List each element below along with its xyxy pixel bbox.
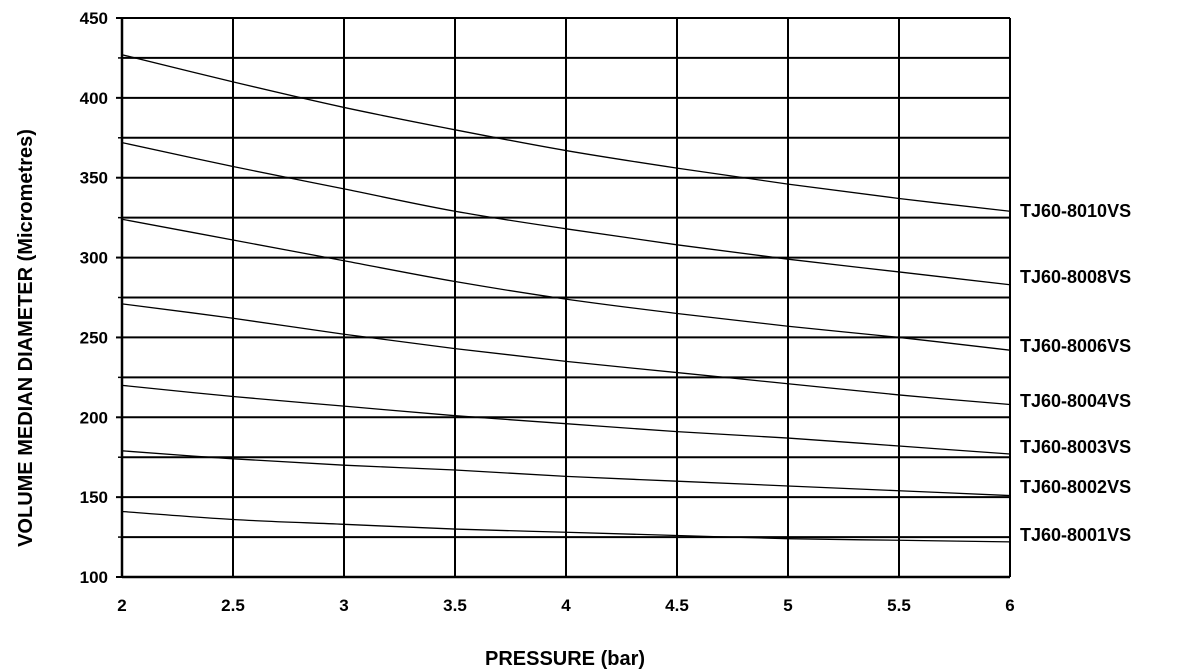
series-label: TJ60-8004VS [1020, 391, 1131, 411]
y-tick-label: 400 [80, 89, 108, 108]
series-label: TJ60-8006VS [1020, 336, 1131, 356]
series-line [121, 141, 1011, 286]
axes [116, 17, 1010, 579]
y-tick-label: 300 [80, 249, 108, 268]
x-tick-label: 6 [1005, 596, 1014, 615]
x-tick-label: 5 [783, 596, 792, 615]
series-label: TJ60-8001VS [1020, 525, 1131, 545]
x-axis-title: PRESSURE (bar) [485, 648, 645, 670]
y-tick-label: 100 [80, 568, 108, 587]
series-label: TJ60-8008VS [1020, 267, 1131, 287]
series-line [121, 303, 1011, 406]
x-tick-label: 3.5 [443, 596, 467, 615]
y-tick-label: 250 [80, 328, 108, 347]
grid [122, 17, 1011, 577]
series-line [121, 218, 1011, 351]
x-tick-label: 4 [561, 596, 571, 615]
series-label: TJ60-8010VS [1020, 201, 1131, 221]
x-tick-label: 5.5 [887, 596, 911, 615]
series-line [121, 54, 1011, 212]
y-axis-title: VOLUME MEDIAN DIAMETER (Micrometres) [15, 129, 37, 547]
x-tick-label: 4.5 [665, 596, 689, 615]
y-tick-label: 450 [80, 9, 108, 28]
y-tick-label: 350 [80, 169, 108, 188]
series-label: TJ60-8003VS [1020, 437, 1131, 457]
x-tick-label: 3 [339, 596, 348, 615]
x-tick-label: 2.5 [221, 596, 245, 615]
series-labels: TJ60-8010VS TJ60-8008VS TJ60-8006VS TJ60-80… [1020, 201, 1131, 545]
x-tick-label: 2 [117, 596, 126, 615]
y-tick-label: 200 [80, 408, 108, 427]
series-lines [121, 54, 1011, 543]
series-label: TJ60-8002VS [1020, 477, 1131, 497]
series-line [121, 384, 1011, 455]
y-tick-label: 150 [80, 488, 108, 507]
series-line [121, 510, 1011, 543]
series-line [121, 450, 1011, 497]
tick-labels: 2 2.5 3 3.5 4 4.5 5 5.5 6 100 150 200 250 300 350 400 45… [80, 9, 1015, 615]
